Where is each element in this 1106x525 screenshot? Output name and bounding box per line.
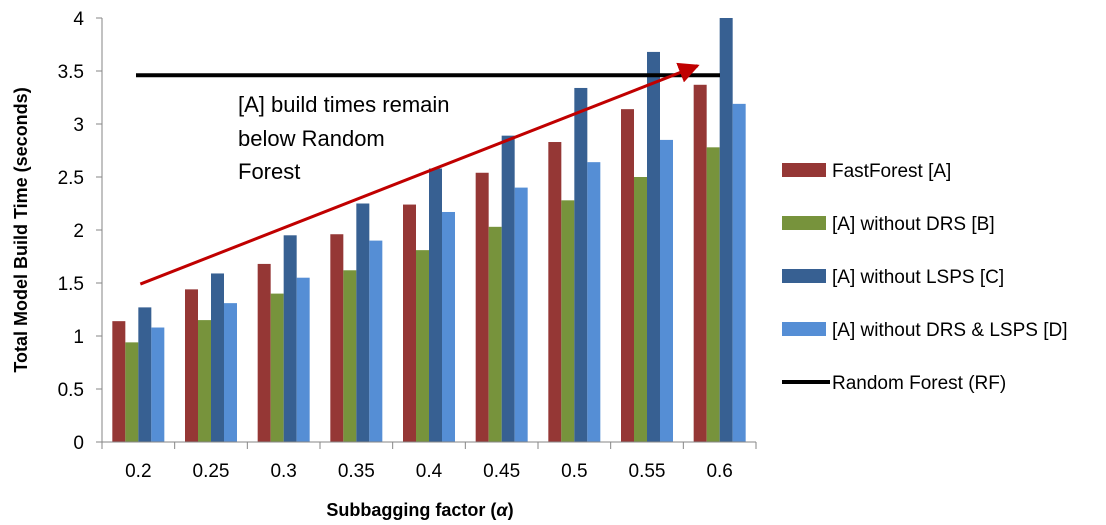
y-axis-title: Total Model Build Time (seconds): [11, 87, 31, 372]
bar-2-0.25: [198, 320, 211, 442]
legend-label-4: [A] without DRS & LSPS [D]: [832, 320, 1067, 341]
bar-2-0.55: [634, 177, 647, 442]
legend-swatch-1: [782, 163, 826, 177]
bar-4-0.3: [296, 277, 310, 442]
x-tick-label: 0.35: [338, 461, 375, 482]
bar-1-0.45: [475, 172, 489, 442]
axes-group: 0 0.5 1 1.5 2 2.5 3 3.5 4 0.2 0.25 0.3 0.35 0.4 0.45 0.…: [58, 9, 757, 482]
bar-4-0.55: [660, 139, 673, 442]
bar-1-0.4: [403, 204, 416, 442]
bar-1-0.55: [621, 109, 634, 442]
y-tick-label: 1.5: [58, 274, 84, 295]
x-tick-label: 0.5: [561, 461, 587, 482]
y-tick-label: 3: [73, 115, 84, 136]
bar-3-0.5: [574, 87, 588, 443]
x-axis-title-symbol: α: [496, 500, 508, 520]
y-tick-label: 3.5: [58, 62, 84, 83]
bar-3-0.55: [647, 51, 660, 443]
x-tick-label: 0.2: [125, 461, 151, 482]
bar-4-0.6: [732, 103, 746, 443]
bar-4-0.4: [442, 211, 455, 442]
bar-3-0.3: [283, 235, 297, 442]
x-tick-label: 0.25: [193, 461, 230, 482]
bar-2-0.45: [488, 226, 502, 442]
legend-label-rf: Random Forest (RF): [832, 373, 1006, 394]
bar-2-0.3: [270, 293, 284, 442]
bar-1-0.25: [185, 289, 198, 442]
annotation-line-2: below Random: [238, 126, 385, 151]
bar-3-0.45: [501, 135, 515, 442]
bar-2-0.2: [125, 342, 139, 442]
bar-1-0.5: [548, 142, 562, 442]
bar-3-0.25: [211, 273, 224, 442]
bar-4-0.5: [587, 162, 601, 442]
x-tick-label: 0.45: [483, 461, 520, 482]
x-axis-title-suffix: ): [508, 500, 514, 520]
bar-1-0.35: [330, 234, 344, 442]
x-tick-label: 0.4: [416, 461, 443, 482]
x-tick-label: 0.6: [706, 461, 732, 482]
x-axis-title: Subbagging factor (α): [326, 500, 513, 520]
y-tick-label: 2: [73, 221, 84, 242]
bar-1-0.2: [112, 321, 126, 442]
overlays-group: [136, 62, 720, 286]
y-tick-label: 0.5: [58, 380, 84, 401]
bar-4-0.2: [151, 327, 165, 442]
legend-label-1: FastForest [A]: [832, 161, 951, 182]
bar-3-0.2: [138, 307, 152, 442]
bar-4-0.35: [369, 240, 383, 442]
bar-4-0.45: [514, 187, 528, 442]
annotation-line-3: Forest: [238, 159, 300, 184]
y-tick-label: 1: [73, 327, 84, 348]
bars-group: [112, 18, 746, 443]
y-tick-label: 0: [73, 433, 84, 454]
legend: FastForest [A] [A] without DRS [B] [A] wit…: [782, 161, 1067, 394]
y-tick-label: 2.5: [58, 168, 84, 189]
bar-2-0.6: [706, 147, 720, 442]
legend-swatch-3: [782, 269, 826, 283]
bar-2-0.5: [561, 200, 575, 442]
bar-2-0.4: [416, 250, 429, 442]
bar-1-0.3: [257, 263, 271, 442]
x-tick-label: 0.3: [270, 461, 296, 482]
bar-2-0.35: [343, 270, 357, 442]
x-tick-label: 0.55: [629, 461, 666, 482]
legend-swatch-2: [782, 216, 826, 230]
bar-3-0.6: [719, 18, 733, 442]
y-tick-label: 4: [73, 9, 84, 30]
bar-3-0.4: [429, 168, 442, 442]
legend-swatch-4: [782, 322, 826, 336]
legend-label-3: [A] without LSPS [C]: [832, 267, 1004, 288]
trend-arrow: [139, 62, 700, 286]
annotation-line-1: [A] build times remain: [238, 92, 450, 117]
bar-3-0.35: [356, 203, 370, 442]
bar-1-0.6: [693, 84, 707, 442]
bar-4-0.25: [224, 303, 237, 442]
x-axis-title-prefix: Subbagging factor (: [326, 500, 496, 520]
legend-label-2: [A] without DRS [B]: [832, 214, 995, 235]
